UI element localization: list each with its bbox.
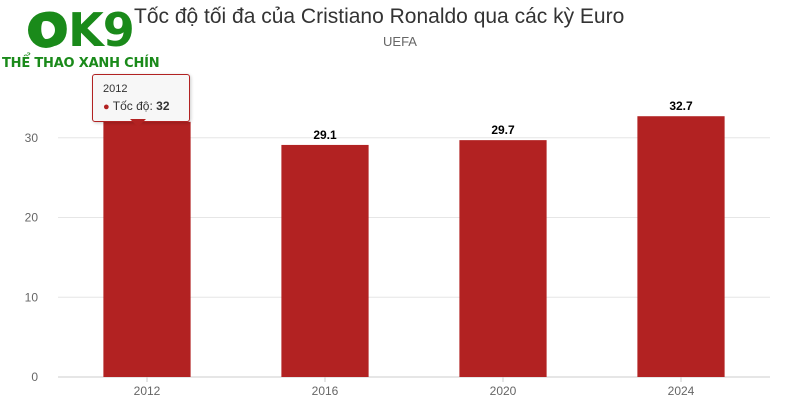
ok9-logo: OK9 THỂ THAO XANH CHÍN: [2, 4, 192, 76]
soccer-ball-icon: [28, 12, 64, 48]
bar: [637, 116, 725, 377]
bar: [103, 121, 191, 377]
y-tick-label: 0: [31, 370, 38, 384]
x-tick-label: 2024: [668, 384, 695, 398]
data-label: 32.7: [669, 99, 693, 113]
x-tick-label: 2020: [490, 384, 517, 398]
chart-subtitle: UEFA: [383, 34, 417, 49]
tooltip-category: 2012: [103, 83, 128, 95]
tooltip-arrow: [130, 119, 146, 127]
tooltip-value: 32: [156, 99, 170, 113]
data-label: 29.1: [313, 128, 337, 142]
y-tick-label: 10: [25, 290, 39, 304]
logo-text: OK9: [30, 3, 135, 57]
bar: [459, 140, 547, 377]
x-tick-label: 2016: [312, 384, 339, 398]
chart-title: Tốc độ tối đa của Cristiano Ronaldo qua …: [134, 5, 625, 28]
logo-tagline: THỂ THAO XANH CHÍN: [2, 56, 160, 71]
y-tick-label: 20: [25, 211, 39, 225]
y-tick-label: 30: [25, 131, 39, 145]
tooltip: 2012 ● Tốc độ: 32: [92, 74, 190, 122]
series-dot-icon: ●: [103, 101, 110, 113]
x-tick-label: 2012: [134, 384, 161, 398]
bar: [281, 144, 369, 377]
tooltip-row: ● Tốc độ: 32: [103, 99, 170, 113]
tooltip-label: Tốc độ:: [112, 99, 153, 113]
data-label: 29.7: [491, 123, 515, 137]
